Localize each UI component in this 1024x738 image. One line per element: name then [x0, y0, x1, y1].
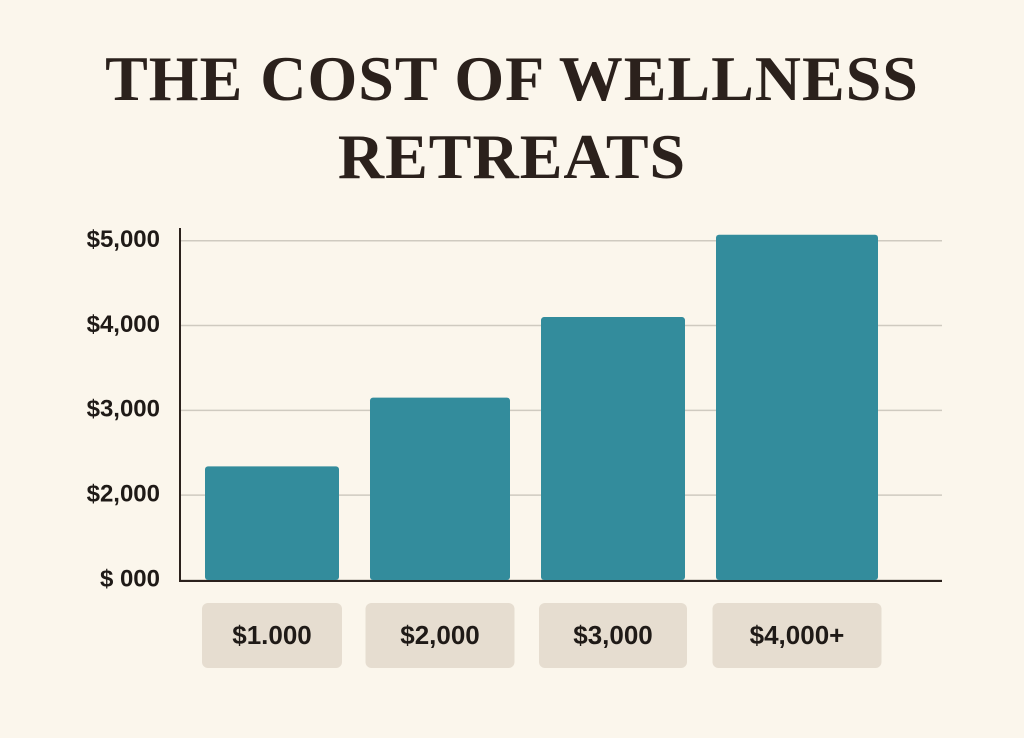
y-tick-label: $ 000: [100, 565, 160, 592]
bar: [716, 234, 878, 581]
category-box: [365, 603, 515, 668]
x-tick-label: $3,000: [573, 620, 653, 650]
x-tick-label: $4,000+: [750, 620, 845, 650]
x-tick-label: $1.000: [232, 620, 312, 650]
bar: [370, 397, 510, 580]
bar: [205, 466, 339, 580]
category-box: [712, 603, 882, 668]
bar: [541, 317, 685, 580]
chart-title: THE COST OF WELLNESS RETREATS: [105, 43, 919, 192]
marks: [205, 234, 878, 581]
y-tick-label: $4,000: [87, 311, 160, 338]
y-tick-label: $3,000: [87, 396, 160, 423]
x-tick-label: $2,000: [400, 620, 480, 650]
category-box: [202, 603, 342, 668]
category-box: [539, 603, 687, 668]
y-tick-label: $2,000: [87, 481, 160, 508]
y-tick-label: $5,000: [87, 226, 160, 253]
